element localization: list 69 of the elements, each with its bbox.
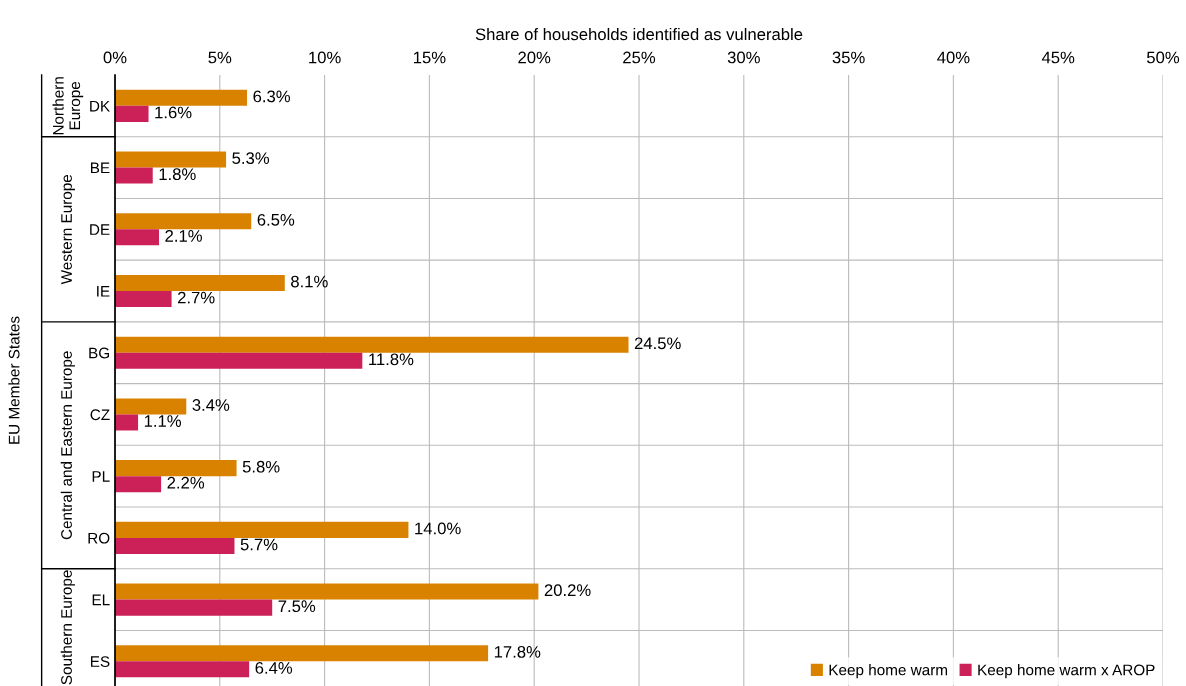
y-tick-label: EL [92,594,110,606]
data-label: 7.5% [278,600,316,613]
y-tick-label: DE [90,224,110,235]
data-label: 1.6% [155,106,192,119]
data-label: 11.8% [369,353,414,366]
data-label: 14.0% [415,522,461,535]
bar [115,352,363,369]
y-tick-label: PL [92,471,110,482]
bar [115,599,273,616]
x-tick-label: 25% [623,51,656,64]
y-tick-label: BE [91,162,110,174]
x-tick-label: 10% [309,51,341,64]
bar [115,167,153,184]
x-tick-label: 40% [937,51,970,64]
bar [115,645,489,662]
y-tick-label: ES [91,656,110,667]
data-label: 6.4% [255,662,293,674]
text: Northern Europe [52,77,84,135]
x-tick-label: 35% [832,51,865,64]
bar [115,414,139,431]
y-tick-label: DK [90,100,110,112]
bar [115,291,172,308]
bar [115,229,160,246]
data-label: 1.8% [159,168,196,181]
y-tick-label: RO [88,532,110,544]
y-tick-label: BG [89,347,109,359]
bar [115,151,227,168]
bar [115,89,248,106]
x-tick-label: 30% [727,51,760,64]
data-label: 6.3% [253,90,290,103]
data-label: 2.2% [167,476,205,489]
data-label: 1.1% [144,415,182,427]
text: Southern Europe [60,570,75,685]
data-label: 3.4% [192,399,230,411]
bar [115,105,149,122]
x-axis-title: Share of households identified as vulnerable [475,27,803,41]
y-tick-label: IE [97,286,110,297]
x-tick-label: 0% [103,51,127,64]
legend-label: Keep home warm x AROP [978,664,1155,679]
text: EU Member States [8,316,20,444]
bar [115,213,252,230]
data-label: 8.1% [291,275,328,288]
y-tick-label: CZ [90,409,110,421]
bar [115,274,285,292]
text: Central and Eastern Europe [60,351,75,540]
data-label: 2.7% [177,291,215,304]
bar [115,661,250,678]
legend-label: Keep home warm [829,664,948,679]
x-tick-label: 45% [1041,51,1075,64]
text: Western Europe [61,174,75,285]
x-tick-label: 5% [208,51,232,64]
x-tick-label: 20% [518,51,551,64]
bar [115,521,409,538]
data-label: 24.5% [634,337,681,350]
bar [115,476,162,493]
bar [115,398,187,415]
x-tick-label: 15% [413,51,446,64]
bar [115,537,235,554]
bar [115,460,237,477]
data-label: 5.7% [240,538,278,551]
data-label: 2.1% [165,229,202,242]
data-label: 20.2% [544,584,591,597]
data-label: 17.8% [494,645,541,658]
data-label: 5.3% [232,152,270,165]
data-label: 6.5% [257,213,295,226]
data-label: 5.8% [242,460,280,473]
bar [115,336,629,353]
x-tick-label: 50% [1146,51,1180,64]
bar [115,583,539,600]
